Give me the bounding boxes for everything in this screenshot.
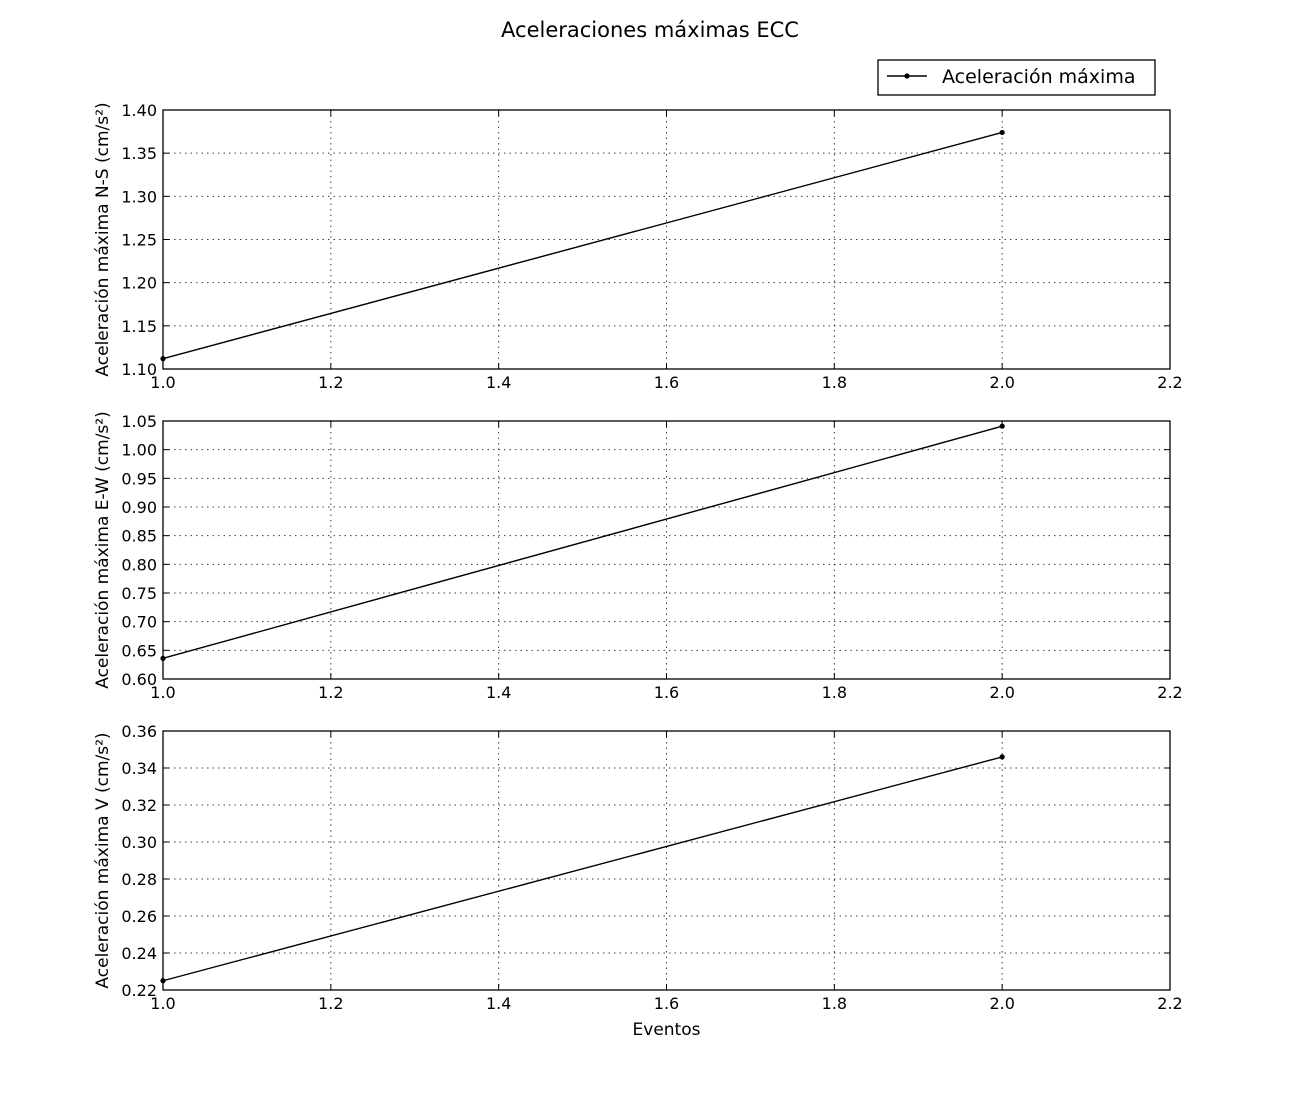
y-tick-label: 0.75 (121, 584, 157, 603)
x-tick-label: 1.4 (486, 373, 511, 392)
y-tick-label: 0.95 (121, 469, 157, 488)
x-tick-label: 1.2 (318, 994, 343, 1013)
y-tick-label: 1.15 (121, 317, 157, 336)
y-axis-label-v: Aceleración máxima V (cm/s²) (93, 732, 113, 988)
y-tick-label: 0.34 (121, 759, 157, 778)
y-tick-label: 0.30 (121, 833, 157, 852)
x-tick-label: 1.2 (318, 373, 343, 392)
legend: Aceleración máxima (877, 59, 1156, 96)
data-point (160, 356, 166, 362)
x-tick-label: 1.8 (822, 683, 847, 702)
x-tick-label: 1.4 (486, 683, 511, 702)
y-tick-label: 1.10 (121, 360, 157, 379)
series-line-ew (162, 425, 1003, 660)
y-tick-label: 1.35 (121, 144, 157, 163)
x-tick-label: 2.2 (1157, 994, 1182, 1013)
x-tick-label: 2.2 (1157, 683, 1182, 702)
x-tick-label: 1.8 (822, 373, 847, 392)
x-tick-label: 1.0 (150, 373, 175, 392)
y-tick-label: 0.90 (121, 498, 157, 517)
x-tick-label: 1.6 (654, 683, 679, 702)
y-tick-label: 0.32 (121, 796, 157, 815)
y-tick-label: 0.70 (121, 613, 157, 632)
x-tick-label: 1.0 (150, 683, 175, 702)
x-tick-label: 1.6 (654, 994, 679, 1013)
legend-label: Aceleración máxima (942, 66, 1135, 88)
data-point (160, 978, 166, 984)
y-tick-label: 0.85 (121, 527, 157, 546)
subplot-ew: 1.0 1.2 1.4 1.6 1.8 2.0 2.2 0.60 0.65 0.70 0.75 0.8… (93, 411, 1183, 702)
x-tick-label: 1.8 (822, 994, 847, 1013)
x-tick-label: 1.4 (486, 994, 511, 1013)
y-tick-label: 1.30 (121, 187, 157, 206)
x-tick-label: 1.6 (654, 373, 679, 392)
y-tick-label: 0.80 (121, 555, 157, 574)
data-point (999, 423, 1005, 429)
legend-box (877, 59, 1156, 96)
y-tick-label: 1.25 (121, 231, 157, 250)
x-tick-label: 2.0 (989, 994, 1014, 1013)
y-tick-label: 0.26 (121, 907, 157, 926)
y-tick-label: 1.40 (121, 101, 157, 120)
figure-title: Aceleraciones máximas ECC (501, 18, 799, 42)
y-axis-label-ew: Aceleración máxima E-W (cm/s²) (93, 411, 113, 689)
y-axis-label-ns: Aceleración máxima N-S (cm/s²) (93, 102, 113, 376)
data-point (999, 754, 1005, 760)
y-tick-label: 1.00 (121, 441, 157, 460)
y-tick-label: 0.65 (121, 641, 157, 660)
y-tick-label: 0.60 (121, 670, 157, 689)
x-tick-label: 2.0 (989, 683, 1014, 702)
y-tick-label: 1.20 (121, 274, 157, 293)
data-point (999, 129, 1005, 136)
x-axis-label: Eventos (633, 1020, 701, 1040)
series-line-ns (162, 131, 1003, 360)
x-tick-label: 2.0 (989, 373, 1014, 392)
x-tick-label: 2.2 (1157, 373, 1182, 392)
y-tick-label: 0.24 (121, 944, 157, 963)
y-tick-label: 0.28 (121, 870, 157, 889)
y-tick-label: 0.36 (121, 722, 157, 741)
series-line-v (162, 756, 1003, 982)
subplot-ns: 1.0 1.2 1.4 1.6 1.8 2.0 2.2 1.10 1.15 1.20 1.25 1.3… (93, 101, 1183, 392)
subplot-v: 1.0 1.2 1.4 1.6 1.8 2.0 2.2 0.22 0.24 0.26 0.28 0.3… (93, 722, 1183, 1040)
y-tick-label: 0.22 (121, 981, 157, 1000)
x-tick-label: 1.2 (318, 683, 343, 702)
y-tick-label: 1.05 (121, 412, 157, 431)
legend-marker (904, 73, 910, 79)
x-tick-label: 1.0 (150, 994, 175, 1013)
data-point (160, 655, 166, 661)
